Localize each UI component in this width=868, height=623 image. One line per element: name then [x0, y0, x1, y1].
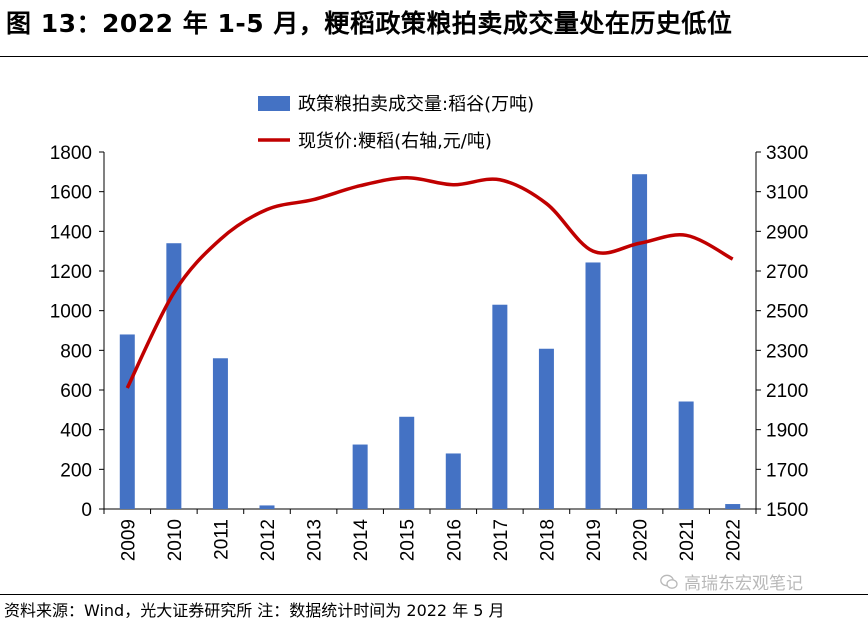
bar-2017 — [492, 304, 508, 509]
left-tick-label: 1000 — [50, 302, 92, 323]
left-tick-label: 1800 — [50, 143, 92, 164]
right-axis-ticks: 1500 1700 1900 2100 2300 2500 2700 2900 3100 3300 — [756, 143, 808, 521]
left-tick-label: 600 — [60, 381, 92, 402]
x-tick-label: 2010 — [165, 519, 186, 561]
legend-bar-label: 政策粮拍卖成交量:稻谷(万吨) — [298, 94, 534, 115]
legend: 政策粮拍卖成交量:稻谷(万吨) 现货价:粳稻(右轴,元/吨) — [258, 94, 534, 152]
left-tick-label: 1600 — [50, 183, 92, 204]
legend-bar-swatch — [258, 96, 290, 111]
bar-2010 — [166, 243, 182, 509]
legend-line-label: 现货价:粳稻(右轴,元/吨) — [298, 131, 492, 152]
left-tick-label: 1400 — [50, 222, 92, 243]
bar-2015 — [399, 416, 415, 509]
bar-2012 — [259, 505, 275, 509]
top-rule — [0, 56, 868, 57]
right-tick-label: 2900 — [766, 222, 808, 243]
left-tick-label: 0 — [81, 500, 92, 521]
right-tick-label: 2700 — [766, 262, 808, 283]
right-tick-label: 1700 — [766, 460, 808, 481]
x-tick-label: 2011 — [211, 519, 232, 560]
x-tick-label: 2015 — [398, 519, 419, 561]
source-note: 资料来源：Wind，光大证券研究所 注：数据统计时间为 2022 年 5 月 — [4, 601, 505, 620]
x-tick-label: 2021 — [677, 519, 698, 561]
left-tick-label: 200 — [60, 460, 92, 481]
axes — [103, 152, 757, 510]
bar-2022 — [725, 504, 741, 509]
right-tick-label: 1900 — [766, 421, 808, 442]
x-tick-label: 2018 — [537, 519, 558, 561]
left-axis-ticks: 0 200 400 600 800 1000 1200 1400 1600 1800 — [50, 143, 104, 521]
watermark-text: 高瑞东宏观笔记 — [684, 574, 803, 594]
right-tick-label: 2300 — [766, 341, 808, 362]
x-tick-label: 2016 — [444, 519, 465, 561]
x-tick-label: 2013 — [305, 519, 326, 561]
bar-2011 — [212, 358, 228, 509]
bar-series — [119, 174, 741, 510]
watermark: 高瑞东宏观笔记 — [660, 569, 803, 594]
bar-2020 — [632, 174, 648, 510]
x-tick-label: 2012 — [258, 519, 279, 561]
right-tick-label: 2100 — [766, 381, 808, 402]
right-tick-label: 1500 — [766, 500, 808, 521]
x-tick-label: 2022 — [724, 519, 745, 561]
bar-2021 — [678, 401, 694, 509]
chart: 政策粮拍卖成交量:稻谷(万吨) 现货价:粳稻(右轴,元/吨) 0 200 400 60… — [50, 94, 809, 562]
figure-title: 图 13：2022 年 1-5 月，粳稻政策粮拍卖成交量处在历史低位 — [6, 9, 733, 38]
bar-2019 — [585, 262, 601, 509]
x-axis-ticks: 2009 2010 2011 2012 2013 2014 2015 2016 2017 2018… — [103, 509, 757, 562]
bottom-rule — [0, 594, 868, 595]
line-series — [125, 176, 734, 389]
right-tick-label: 3100 — [766, 183, 808, 204]
bar-2014 — [352, 444, 368, 509]
right-tick-label: 2500 — [766, 302, 808, 323]
x-tick-label: 2014 — [351, 519, 372, 562]
bar-2016 — [445, 453, 461, 509]
left-tick-label: 400 — [60, 421, 92, 442]
wechat-icon — [660, 574, 678, 589]
price-line — [125, 176, 734, 389]
x-tick-label: 2017 — [491, 519, 512, 561]
x-tick-label: 2019 — [584, 519, 605, 561]
right-tick-label: 3300 — [766, 143, 808, 164]
left-tick-label: 1200 — [50, 262, 92, 283]
bar-2018 — [538, 348, 554, 509]
x-tick-label: 2020 — [631, 519, 652, 561]
x-tick-label: 2009 — [118, 519, 139, 561]
left-tick-label: 800 — [60, 341, 92, 362]
bar-2009 — [119, 334, 135, 509]
